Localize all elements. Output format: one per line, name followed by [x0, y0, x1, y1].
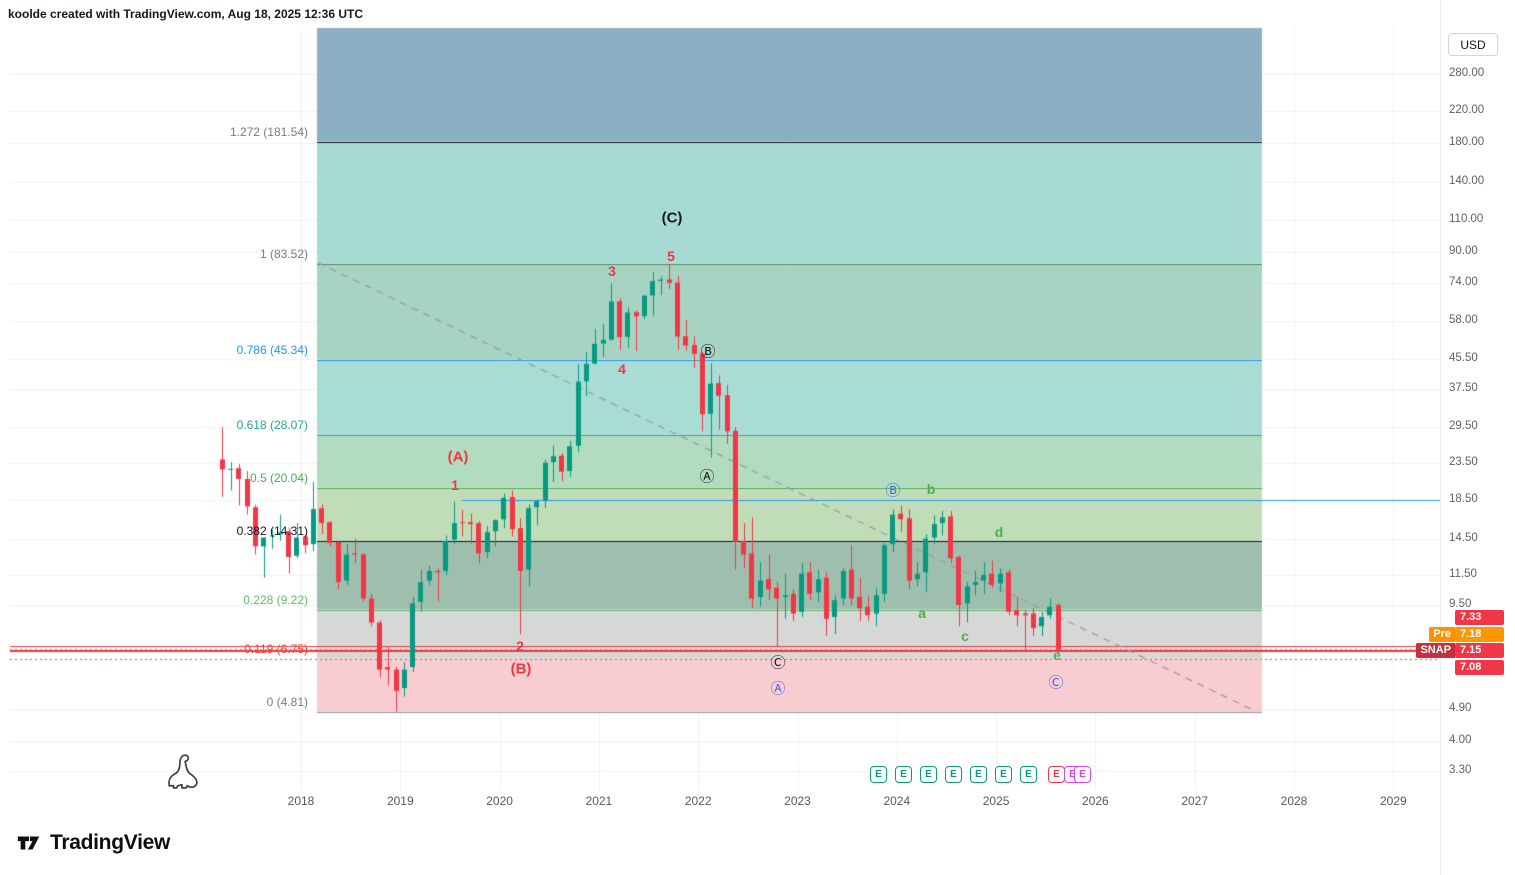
price-axis-label: 280.00 — [1449, 66, 1485, 79]
price-axis-label: 9.50 — [1449, 598, 1472, 611]
price-badge-value: 7.08 — [1455, 659, 1504, 675]
currency-selector[interactable]: USD — [1448, 33, 1498, 56]
price-axis-panel[interactable]: USD 280.00 220.00 180.00 140.00 110.00 90.00 7… — [1416, 0, 1515, 875]
price-badge: 7.08 — [1455, 659, 1504, 675]
price-axis-label: 4.00 — [1449, 733, 1472, 746]
price-axis-label: 220.00 — [1449, 104, 1485, 117]
price-badge-prefix: Pre — [1429, 626, 1455, 642]
price-axis-label: 140.00 — [1449, 175, 1485, 188]
attribution-text: koolde created with TradingView.com, Aug… — [8, 7, 364, 21]
price-badge: 7.33 — [1455, 609, 1504, 625]
price-badge: SNAP 7.15 — [1416, 642, 1504, 658]
tradingview-logo[interactable]: TradingView — [16, 830, 170, 856]
price-axis-label: 37.50 — [1449, 382, 1478, 395]
tradingview-logo-icon — [17, 836, 40, 850]
price-axis-label: 180.00 — [1449, 136, 1485, 148]
price-axis-label: 29.50 — [1449, 420, 1478, 433]
price-axis-label: 90.00 — [1449, 244, 1478, 257]
price-badge-prefix: SNAP — [1416, 642, 1455, 658]
price-axis-label: 14.50 — [1449, 531, 1478, 544]
price-axis-label: 11.50 — [1449, 568, 1477, 580]
price-axis-label: 58.00 — [1449, 313, 1478, 326]
price-badge-value: 7.18 — [1455, 626, 1504, 642]
price-axis-label: 18.50 — [1449, 493, 1478, 506]
price-axis-label: 45.50 — [1449, 351, 1478, 364]
tradingview-logo-text: TradingView — [50, 831, 171, 854]
price-axis-label: 110.00 — [1449, 213, 1484, 226]
price-badge-value: 7.33 — [1455, 609, 1504, 625]
price-axis-label: 4.90 — [1449, 702, 1472, 714]
dino-sticker[interactable] — [165, 752, 201, 790]
price-badge-value: 7.15 — [1455, 642, 1504, 658]
price-axis-label: 74.00 — [1449, 275, 1478, 288]
price-axis-label: 23.50 — [1449, 455, 1478, 468]
price-axis-label: 3.30 — [1449, 764, 1472, 777]
price-badge: Pre 7.18 — [1429, 626, 1504, 642]
